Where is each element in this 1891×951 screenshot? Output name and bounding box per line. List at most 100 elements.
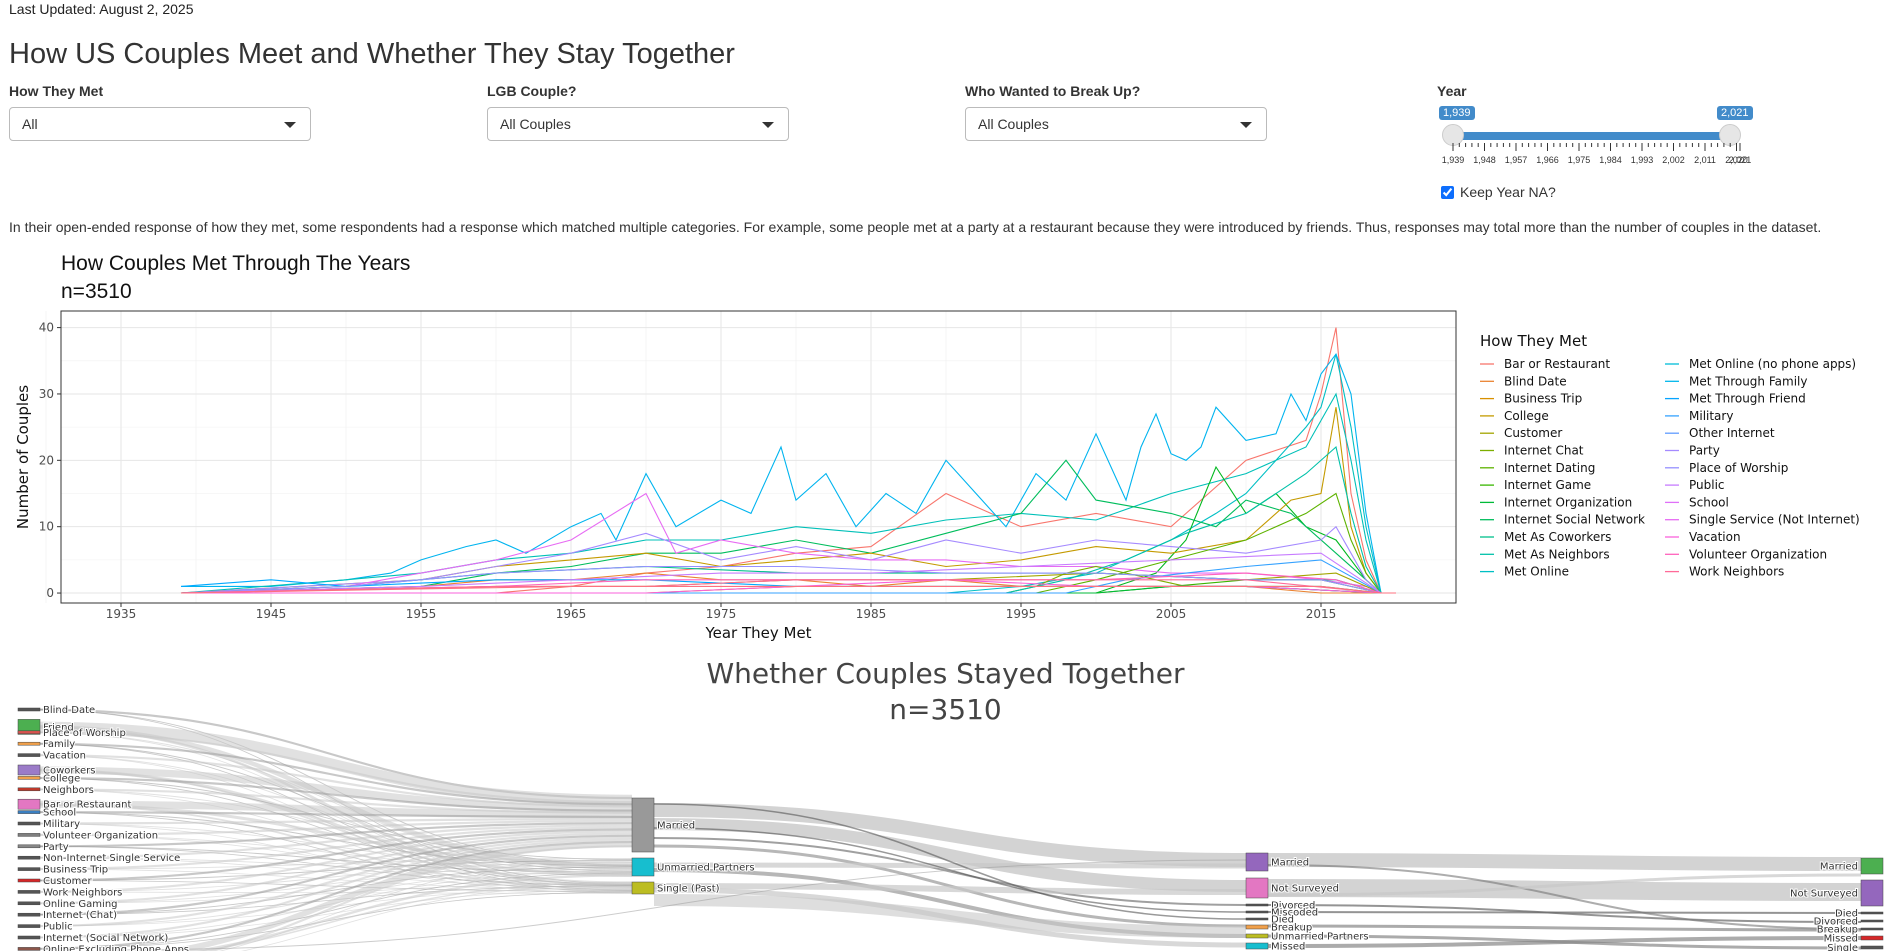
legend-item-label: Vacation (1689, 530, 1741, 544)
x-tick-label: 1995 (1006, 607, 1037, 621)
sankey-node (17, 821, 41, 826)
sankey-node-label: Miscoded (1271, 908, 1318, 919)
series-line-college (180, 407, 1396, 594)
sankey-node-label: Married (1820, 862, 1858, 873)
plot-panel (61, 311, 1456, 603)
break-up-select[interactable]: All Couples (965, 107, 1267, 141)
x-tick-label: 2005 (1156, 607, 1187, 621)
sankey-node (1860, 879, 1884, 907)
lgb-couple-label: LGB Couple? (487, 83, 577, 99)
sankey-link (27, 721, 633, 806)
sankey-link (27, 862, 633, 893)
how-they-met-filter: How They Met All (9, 83, 311, 141)
break-up-value: All Couples (978, 116, 1049, 132)
slider-tick-label: 2,002 (1662, 155, 1685, 165)
keep-year-na[interactable]: Keep Year NA? (1441, 184, 1556, 200)
sankey-node (17, 901, 41, 906)
sankey-link (27, 820, 633, 836)
sankey-node-label: Divorced (1814, 917, 1858, 928)
break-up-filter: Who Wanted to Break Up? All Couples (965, 83, 1267, 141)
slider-tick-label: 2,020 (1725, 155, 1748, 165)
sankey-node-label: Online Gaming (43, 899, 118, 910)
slider-tick-label: 1,948 (1473, 155, 1496, 165)
sankey-node-label: Breakup (1271, 923, 1312, 934)
how-they-met-select[interactable]: All (9, 107, 311, 141)
x-tick-label: 2015 (1306, 607, 1337, 621)
series-line-single-service-not-internet- (181, 579, 1396, 594)
legend-item-label: Met As Coworkers (1504, 530, 1611, 544)
y-tick-label: 40 (39, 321, 54, 335)
sankey-link (240, 883, 633, 951)
sankey-node (17, 787, 41, 792)
sankey-link (653, 803, 1247, 867)
sankey-link (27, 788, 633, 888)
x-tick-label: 1945 (256, 607, 287, 621)
sankey-link (27, 777, 633, 861)
sankey-node-label: Internet (Social Network) (43, 933, 168, 944)
sankey-node-label: Bar or Restaurant (43, 800, 132, 811)
sankey-link (27, 857, 633, 875)
sankey-node (631, 797, 655, 853)
sankey-link (1267, 911, 1862, 914)
series-line-bar-or-restaurant (181, 327, 1396, 594)
sankey-node-label: Internet (Chat) (43, 910, 117, 921)
sankey-link (1267, 879, 1862, 901)
series-line-public (180, 552, 1396, 594)
legend-item-label: Volunteer Organization (1689, 547, 1827, 561)
sankey-node (1245, 903, 1269, 907)
sankey-link (27, 836, 633, 928)
sankey-link (27, 885, 633, 916)
legend-item-label: Met Online (no phone apps) (1689, 357, 1856, 371)
sankey-node-label: Non-Internet Single Service (43, 853, 180, 864)
slider-tick-label: 1,993 (1631, 155, 1654, 165)
sankey-node (1860, 919, 1884, 923)
sankey-link (1267, 936, 1862, 948)
keep-year-na-checkbox[interactable] (1441, 185, 1454, 199)
sankey-link (27, 776, 633, 812)
sankey-node (17, 741, 41, 746)
sankey-title-line: Whether Couples Stayed Together (706, 657, 1185, 690)
sankey-node-label: Divorced (1271, 901, 1315, 912)
sankey-link (27, 800, 633, 819)
year-slider-range[interactable] (1453, 132, 1740, 140)
sankey-node (1245, 910, 1269, 914)
sankey-link (27, 880, 633, 892)
legend-item-label: Internet Organization (1504, 495, 1632, 509)
last-updated: Last Updated: August 2, 2025 (9, 1, 194, 17)
sankey-node (1245, 917, 1269, 921)
legend-item-label: Blind Date (1504, 374, 1567, 388)
keep-year-na-label: Keep Year NA? (1460, 184, 1556, 200)
lgb-couple-select[interactable]: All Couples (487, 107, 789, 141)
slider-tick-label: 2,021 (1729, 155, 1752, 165)
sankey-node (17, 707, 41, 712)
sankey-link (27, 838, 633, 939)
legend-item-label: Met Through Friend (1689, 392, 1806, 406)
sankey-link (27, 834, 633, 871)
x-axis-label: Year They Met (704, 624, 811, 642)
sankey-link (27, 860, 633, 881)
sankey-node (17, 810, 41, 814)
slider-tick-label: 1,939 (1442, 155, 1465, 165)
chevron-down-icon (762, 122, 774, 128)
sankey-link (27, 803, 633, 890)
sankey-link (27, 872, 633, 950)
sankey-node (17, 867, 41, 871)
lgb-couple-value: All Couples (500, 116, 571, 132)
sankey-link (27, 830, 633, 893)
legend-item-label: Met Online (1504, 565, 1569, 579)
sankey-link (653, 862, 1247, 869)
sankey-node (17, 798, 41, 810)
sankey-node-label: College (43, 773, 80, 784)
x-tick-label: 1985 (856, 607, 887, 621)
sankey-link (156, 841, 633, 951)
sankey-node (17, 776, 41, 780)
sankey-link (27, 742, 633, 806)
sankey-node (631, 857, 655, 877)
legend-item-label: Customer (1504, 426, 1562, 440)
sankey-link (27, 822, 633, 848)
y-tick-label: 20 (39, 453, 54, 467)
sankey-node-label: Volunteer Organization (43, 830, 158, 841)
sankey-node-label: Family (43, 739, 75, 750)
sankey-link (27, 743, 633, 891)
sankey-node (17, 833, 41, 837)
